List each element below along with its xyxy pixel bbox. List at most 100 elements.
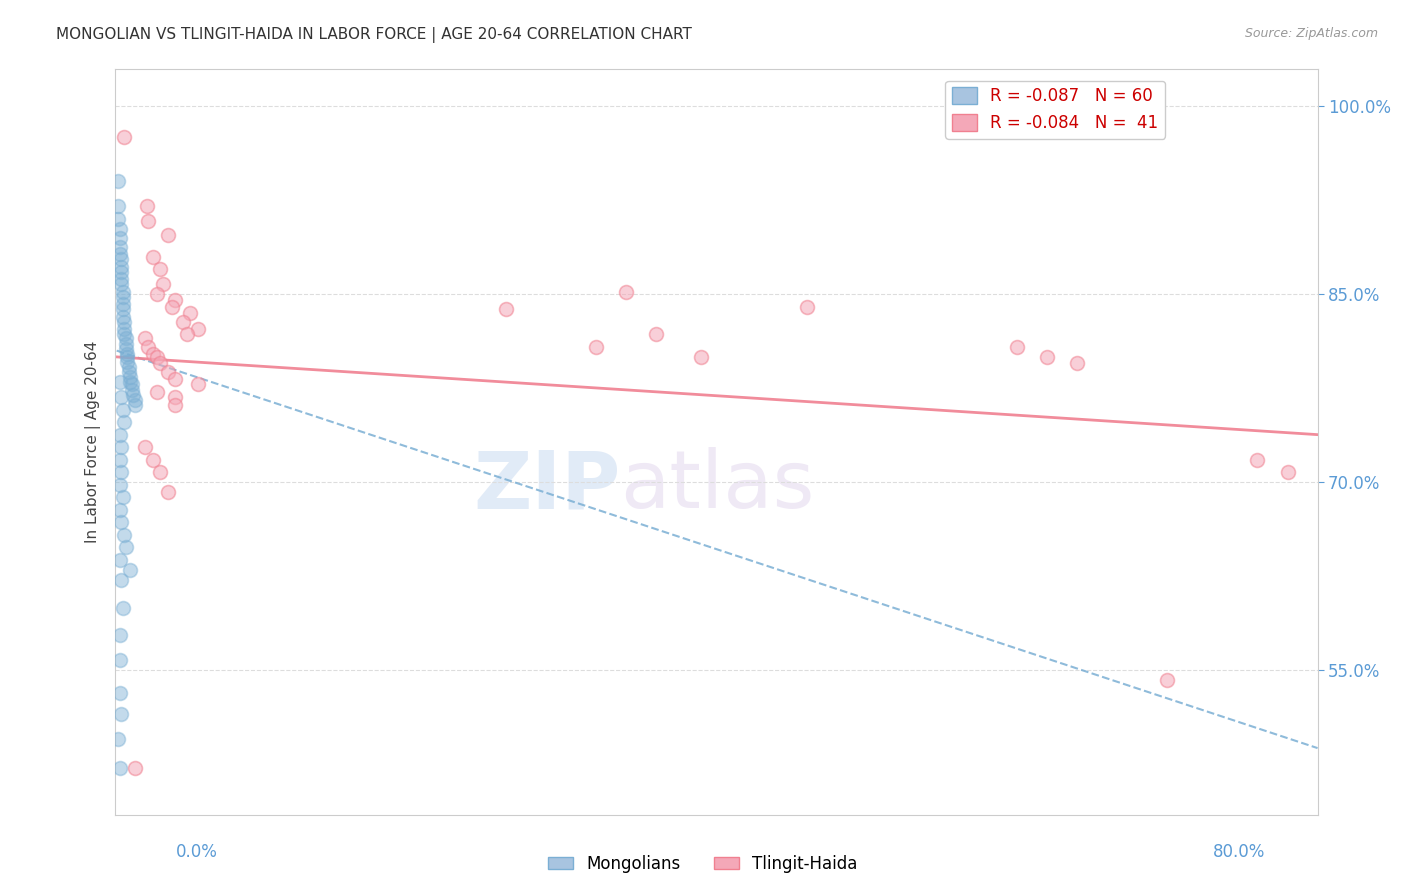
Point [121,377,143,392]
Point [1036,350,1059,364]
Point [121,383,143,397]
Point [690,350,713,364]
Point [110,277,132,292]
Point [112,322,135,336]
Point [107,211,129,226]
Point [110,252,132,266]
Point [115,350,138,364]
Point [110,573,132,587]
Point [112,327,135,342]
Point [146,287,169,301]
Point [156,485,179,500]
Point [110,265,132,279]
Point [135,199,157,213]
Point [111,285,134,299]
Point [142,250,165,264]
Point [120,375,142,389]
Point [149,262,172,277]
Point [108,686,131,700]
Point [146,350,169,364]
Point [108,375,131,389]
Point [142,452,165,467]
Point [187,322,209,336]
Point [136,214,159,228]
Point [136,340,159,354]
Point [108,761,131,775]
Point [118,365,141,379]
Point [122,387,145,401]
Point [162,300,184,314]
Point [111,600,134,615]
Point [149,356,172,370]
Legend: R = -0.087   N = 60, R = -0.084   N =  41: R = -0.087 N = 60, R = -0.084 N = 41 [945,80,1166,138]
Point [124,398,146,412]
Point [149,465,172,479]
Point [165,398,187,412]
Point [111,402,134,417]
Y-axis label: In Labor Force | Age 20-64: In Labor Force | Age 20-64 [86,341,101,542]
Point [495,302,517,317]
Point [108,503,131,517]
Point [1277,465,1299,479]
Point [114,331,136,345]
Point [134,331,156,345]
Point [187,377,209,392]
Point [108,231,131,245]
Point [146,384,169,399]
Point [112,315,135,329]
Point [110,260,132,274]
Point [585,340,607,354]
Point [108,427,131,442]
Point [1005,340,1028,354]
Point [110,440,132,454]
Point [172,315,194,329]
Point [112,415,135,429]
Text: 80.0%: 80.0% [1213,843,1265,861]
Point [179,306,201,320]
Point [108,239,131,253]
Point [108,628,131,642]
Point [1156,673,1178,688]
Point [165,390,187,404]
Point [107,199,129,213]
Point [111,297,134,311]
Point [134,440,156,454]
Legend: Mongolians, Tlingit-Haida: Mongolians, Tlingit-Haida [541,848,865,880]
Point [645,327,668,342]
Point [107,732,129,747]
Point [110,390,132,404]
Point [108,222,131,236]
Point [156,365,179,379]
Point [124,761,146,775]
Point [165,372,187,386]
Point [112,130,135,145]
Point [114,541,136,555]
Text: atlas: atlas [620,447,814,525]
Point [156,228,179,243]
Point [120,563,142,577]
Point [111,491,134,505]
Point [115,355,138,369]
Point [107,174,129,188]
Point [110,272,132,286]
Point [120,370,142,384]
Point [165,293,187,308]
Point [111,302,134,317]
Text: 0.0%: 0.0% [176,843,218,861]
Point [112,528,135,542]
Text: MONGOLIAN VS TLINGIT-HAIDA IN LABOR FORCE | AGE 20-64 CORRELATION CHART: MONGOLIAN VS TLINGIT-HAIDA IN LABOR FORC… [56,27,692,43]
Text: ZIP: ZIP [472,447,620,525]
Point [108,653,131,667]
Text: Source: ZipAtlas.com: Source: ZipAtlas.com [1244,27,1378,40]
Point [1246,452,1268,467]
Point [108,247,131,261]
Point [114,343,136,357]
Point [110,707,132,722]
Point [111,310,134,324]
Point [110,516,132,530]
Point [108,452,131,467]
Point [614,285,637,299]
Point [110,465,132,479]
Point [176,327,198,342]
Point [124,392,146,407]
